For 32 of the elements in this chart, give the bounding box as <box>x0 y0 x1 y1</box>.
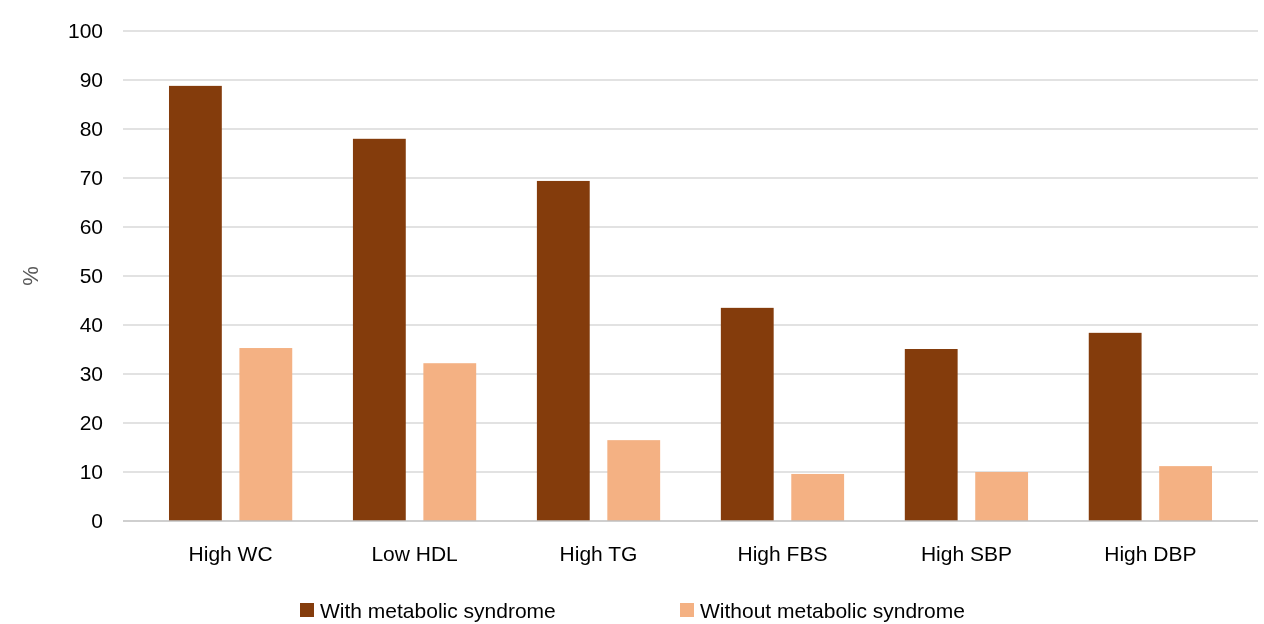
bar <box>168 85 222 521</box>
bar <box>1088 332 1142 521</box>
x-tick-label: High TG <box>559 542 638 565</box>
bar <box>975 472 1029 521</box>
y-tick-label: 20 <box>79 411 103 435</box>
x-tick-label: Low HDL <box>371 542 458 565</box>
y-tick-label: 80 <box>79 117 103 141</box>
y-tick-label: 30 <box>79 362 103 386</box>
bar <box>791 473 845 521</box>
y-tick-label: 10 <box>79 460 103 484</box>
x-tick-label: High FBS <box>737 542 828 565</box>
bar <box>1159 466 1213 521</box>
y-tick-label: 70 <box>79 166 103 190</box>
legend-label: Without metabolic syndrome <box>700 599 965 622</box>
y-tick-label: 60 <box>79 215 103 239</box>
legend-label: With metabolic syndrome <box>320 599 556 622</box>
bar <box>720 307 774 521</box>
y-tick-label: 40 <box>79 313 103 337</box>
y-axis-title: % <box>18 266 43 286</box>
y-tick-label: 100 <box>67 19 103 43</box>
y-tick-label: 50 <box>79 264 103 288</box>
x-tick-label: High DBP <box>1104 542 1197 565</box>
bar <box>239 348 293 521</box>
x-tick-label: High WC <box>188 542 273 565</box>
bar <box>423 363 477 521</box>
y-tick-label: 0 <box>91 509 103 533</box>
x-tick-label: High SBP <box>920 542 1012 565</box>
y-tick-label: 90 <box>79 68 103 92</box>
bar <box>536 180 590 521</box>
bar <box>904 349 958 521</box>
bar <box>607 440 661 521</box>
bar <box>352 138 406 521</box>
